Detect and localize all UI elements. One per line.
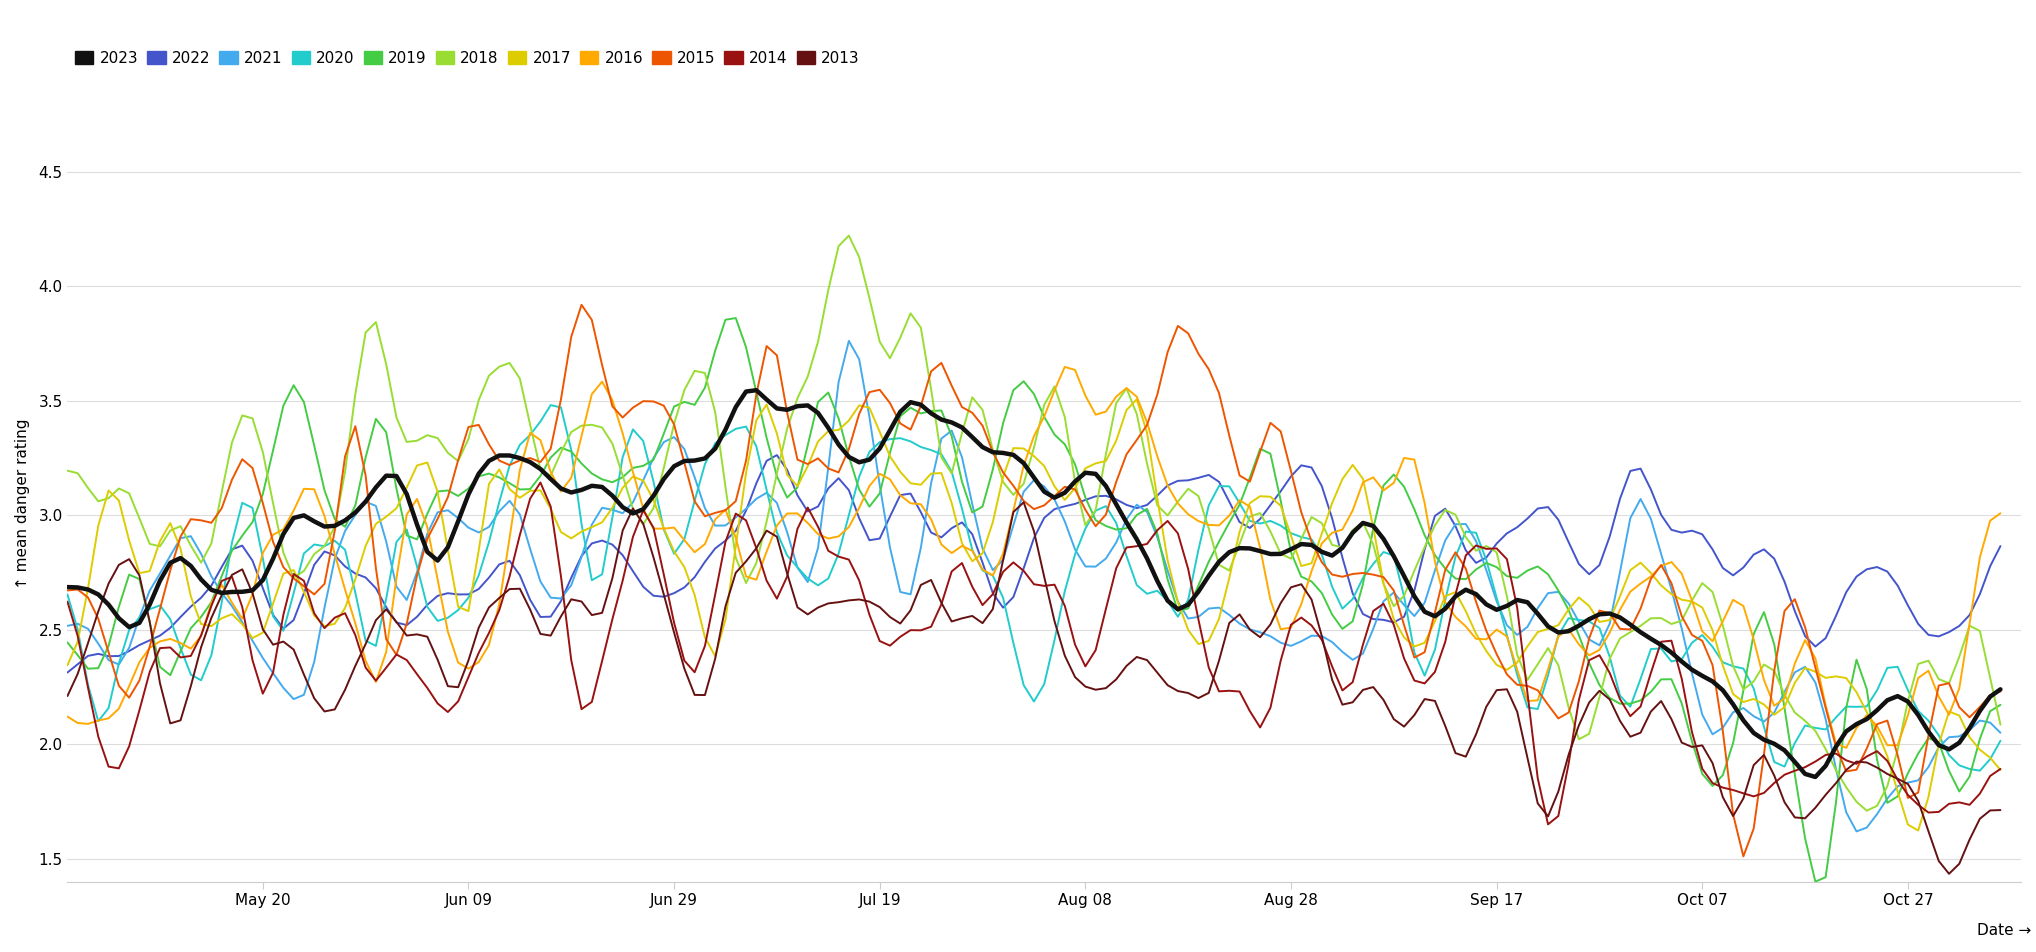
Y-axis label: ↑ mean danger rating: ↑ mean danger rating [14, 419, 31, 589]
X-axis label: Date →: Date → [1977, 923, 2030, 939]
Legend: 2023, 2022, 2021, 2020, 2019, 2018, 2017, 2016, 2015, 2014, 2013: 2023, 2022, 2021, 2020, 2019, 2018, 2017… [75, 50, 859, 66]
